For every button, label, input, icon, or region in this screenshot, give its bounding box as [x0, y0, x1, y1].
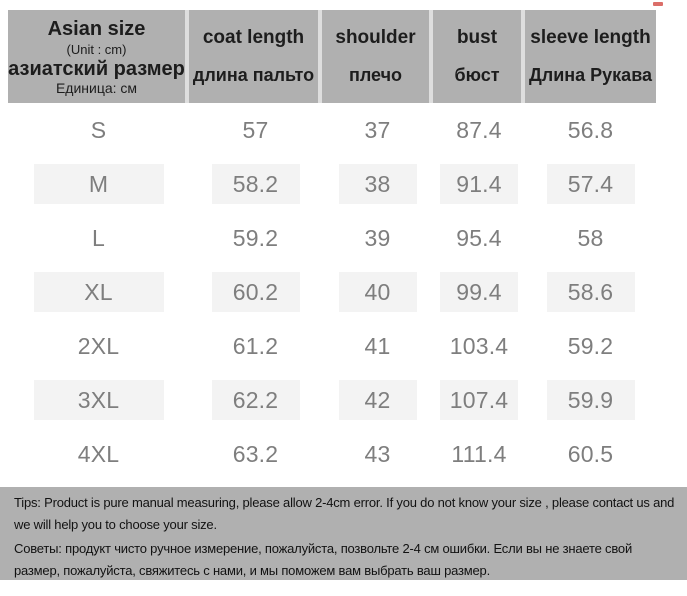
- header-cell-bust: bust бюст: [433, 10, 521, 103]
- header-label-coat-length-en: coat length: [202, 27, 305, 48]
- cell-bust: 103.4: [449, 332, 509, 359]
- cell-size: L: [92, 224, 105, 251]
- cell-bust: 87.4: [456, 116, 502, 143]
- tips-text-en: Tips: Product is pure manual measuring, …: [14, 495, 675, 532]
- table-row-3xl: 3XL 62.2 42 107.4 59.9: [8, 373, 656, 427]
- cell-coat-length: 60.2: [189, 272, 322, 312]
- header-cell-sleeve-length: sleeve length Длина Рукава: [525, 10, 656, 103]
- cell-sleeve-length: 57.4: [525, 164, 656, 204]
- header-label-shoulder-en: shoulder: [335, 27, 416, 48]
- header-label-shoulder-ru: плечо: [348, 65, 403, 85]
- cell-coat-length: 62.2: [189, 380, 322, 420]
- cell-coat-length: 57: [242, 116, 269, 143]
- cell-bust: 111.4: [451, 440, 507, 467]
- header-label-unit-ru: Единица: см: [55, 79, 138, 96]
- header-divider: [185, 10, 189, 103]
- cell-size: 3XL: [8, 380, 189, 420]
- cell-coat-length: 59.2: [232, 224, 279, 251]
- table-body: S 57 37 87.4 56.8 M 58.2 38 91.4 57.4 L …: [8, 103, 656, 481]
- header-label-asian-size-en: Asian size: [47, 17, 146, 40]
- header-cell-coat-length: coat length длина пальто: [189, 10, 318, 103]
- header-divider: [429, 10, 433, 103]
- cell-bust: 91.4: [433, 164, 525, 204]
- header-label-bust-ru: бюст: [454, 65, 500, 85]
- header-label-asian-size-ru: азиатский размер: [8, 57, 185, 80]
- table-row-2xl: 2XL 61.2 41 103.4 59.2: [8, 319, 656, 373]
- header-cell-asian-size: Asian size (Unit : cm) азиатский размер …: [8, 10, 185, 103]
- cell-bust: 95.4: [456, 224, 502, 251]
- cell-shoulder: 43: [364, 440, 391, 467]
- header-label-unit-en: (Unit : cm): [66, 41, 127, 57]
- header-divider: [318, 10, 322, 103]
- cell-coat-length: 61.2: [232, 332, 279, 359]
- cell-bust: 107.4: [433, 380, 525, 420]
- header-divider: [521, 10, 525, 103]
- table-row-s: S 57 37 87.4 56.8: [8, 103, 656, 157]
- cell-coat-length: 58.2: [189, 164, 322, 204]
- cell-coat-length: 63.2: [232, 440, 279, 467]
- table-row-l: L 59.2 39 95.4 58: [8, 211, 656, 265]
- table-row-m: M 58.2 38 91.4 57.4: [8, 157, 656, 211]
- cell-shoulder: 42: [322, 380, 433, 420]
- header-label-bust-en: bust: [456, 27, 498, 48]
- cell-size: S: [90, 116, 107, 143]
- header-cell-shoulder: shoulder плечо: [322, 10, 429, 103]
- cell-bust: 99.4: [433, 272, 525, 312]
- table-header: Asian size (Unit : cm) азиатский размер …: [8, 10, 656, 103]
- cell-shoulder: 40: [322, 272, 433, 312]
- cell-shoulder: 41: [364, 332, 391, 359]
- cell-sleeve-length: 58: [577, 224, 604, 251]
- cell-sleeve-length: 56.8: [567, 116, 614, 143]
- cell-sleeve-length: 60.5: [567, 440, 614, 467]
- cell-sleeve-length: 59.2: [567, 332, 614, 359]
- cell-size: XL: [8, 272, 189, 312]
- tips-text-ru: Советы: продукт чисто ручное измерение, …: [14, 541, 633, 578]
- table-row-xl: XL 60.2 40 99.4 58.6: [8, 265, 656, 319]
- tips-section: Tips: Product is pure manual measuring, …: [0, 487, 687, 580]
- cell-sleeve-length: 58.6: [525, 272, 656, 312]
- cell-size: 4XL: [77, 440, 120, 467]
- cell-shoulder: 39: [364, 224, 391, 251]
- cell-size: M: [8, 164, 189, 204]
- header-label-sleeve-length-en: sleeve length: [530, 27, 651, 48]
- header-label-sleeve-length-ru: Длина Рукава: [528, 65, 653, 85]
- cell-size: 2XL: [77, 332, 120, 359]
- cell-shoulder: 38: [322, 164, 433, 204]
- cell-shoulder: 37: [364, 116, 391, 143]
- table-row-4xl: 4XL 63.2 43 111.4 60.5: [8, 427, 656, 481]
- cell-sleeve-length: 59.9: [525, 380, 656, 420]
- red-artifact-mark: [653, 2, 663, 6]
- header-label-coat-length-ru: длина пальто: [192, 65, 315, 85]
